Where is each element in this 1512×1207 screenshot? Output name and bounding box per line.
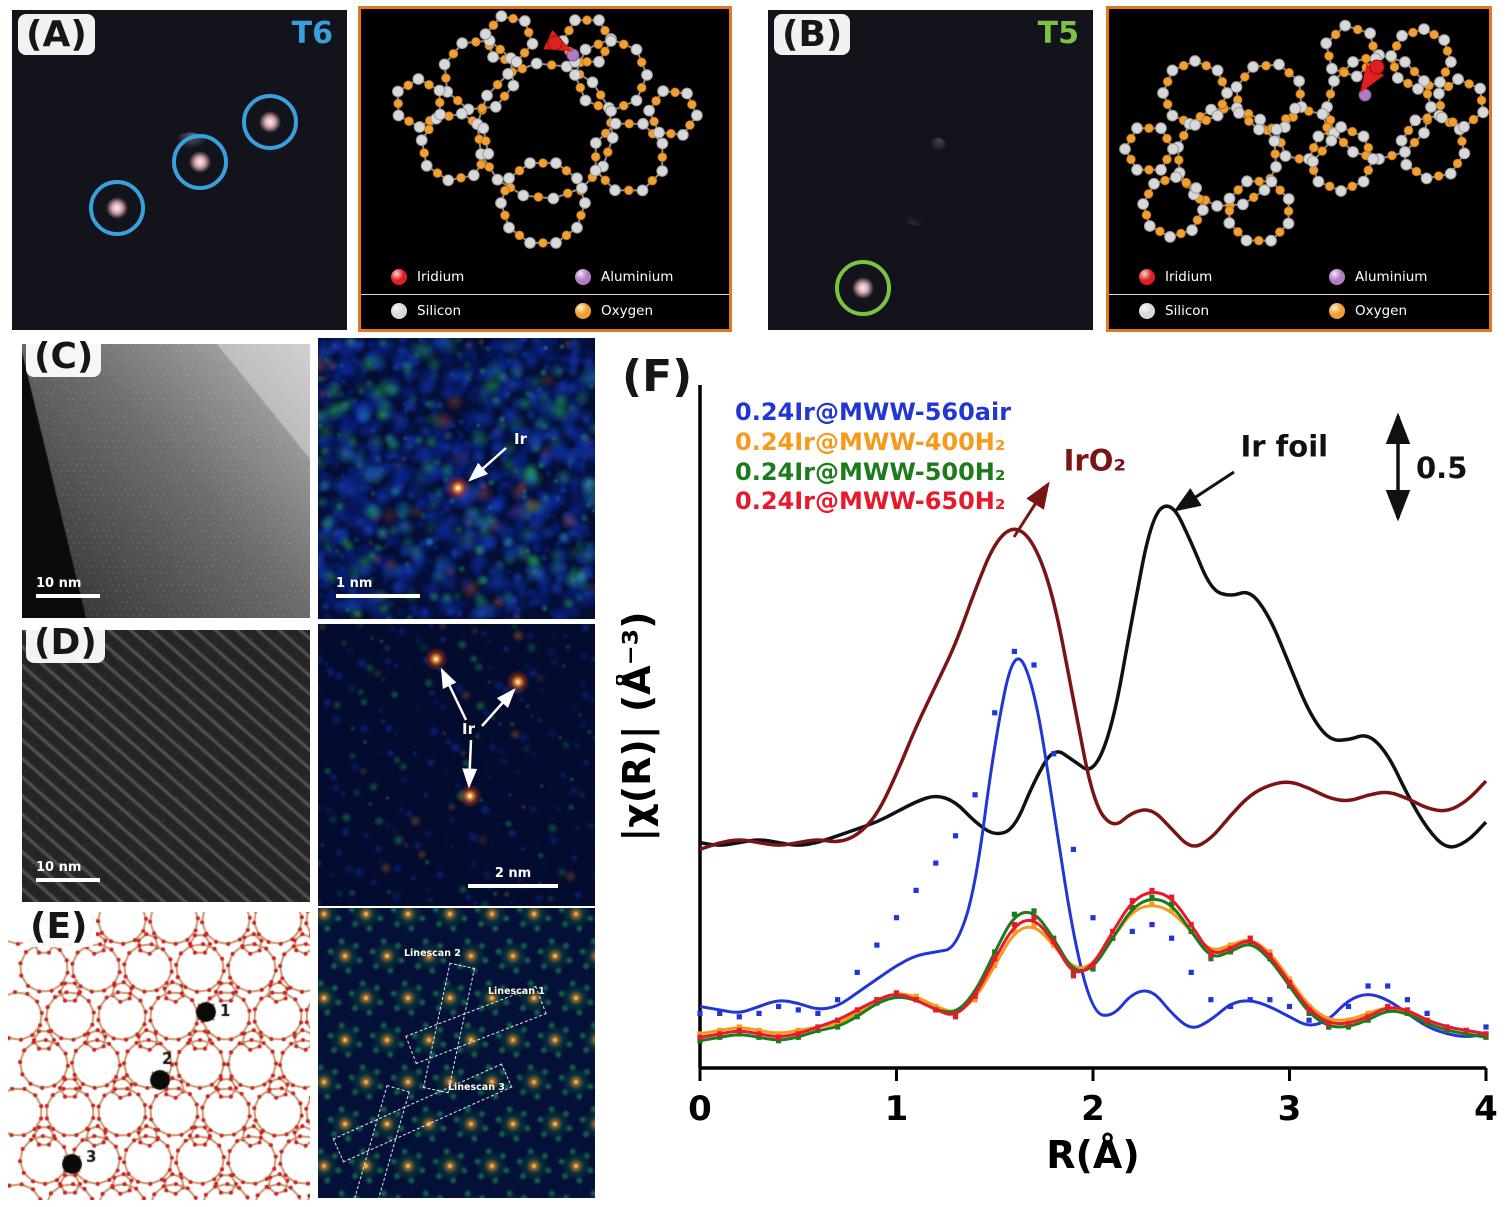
scalebar-d-right-bar [468,884,558,888]
linescan-3-label: Linescan 3 [448,1082,505,1093]
linescan-2-label: Linescan 2 [404,948,461,959]
panel-a-stem-image: T6 [12,10,347,330]
panel-f-label: (F) [622,352,692,403]
legend-oxygen-label: Oxygen [1355,303,1407,319]
panel-c-label: (C) [26,336,101,377]
zeolite-model-b [1109,9,1489,259]
panel-c-stem-image: 10 nm [22,344,310,618]
scalebar-c-right-label: 1 nm [336,576,420,591]
panel-a-model: Iridium Aluminium Silicon Oxygen [358,6,732,332]
legend-aluminium-label: Aluminium [601,269,673,285]
atom-legend-a: Iridium Aluminium Silicon Oxygen [361,259,729,329]
svg-text:3: 3 [1278,1089,1302,1129]
highlight-circle-a3 [242,94,298,150]
legend-oxygen: Oxygen [1299,303,1489,319]
svg-text:2: 2 [1081,1089,1105,1129]
legend-silicon: Silicon [361,303,545,319]
legend-entry-500h2: 0.24Ir@MWW-500H₂ [735,458,1011,488]
panel-e-label: (E) [22,906,96,947]
highlight-circle-a2 [172,134,228,190]
aluminium-sphere-icon [1329,269,1345,285]
panel-a-label: (A) [18,14,95,55]
silicon-sphere-icon [391,303,407,319]
framework-drawing-e [8,912,310,1200]
highlight-circle-a1 [89,180,145,236]
svg-text:1: 1 [885,1089,909,1129]
legend-entry-400h2: 0.24Ir@MWW-400H₂ [735,428,1011,458]
ir-arrow-overlay-d [318,624,595,906]
scalebar-c-left-bar [36,594,100,598]
site-label-t5: T5 [1038,16,1079,51]
legend-aluminium-label: Aluminium [1355,269,1427,285]
legend-iridium-label: Iridium [417,269,464,285]
chart-legend: 0.24Ir@MWW-560air 0.24Ir@MWW-400H₂ 0.24I… [735,398,1011,517]
iridium-sphere-icon [391,269,407,285]
panel-b-stem-image: T5 [768,10,1093,330]
legend-silicon-label: Silicon [1165,303,1209,319]
ir-annotation-c: Ir [514,430,527,448]
legend-aluminium: Aluminium [1299,269,1489,285]
legend-iridium: Iridium [361,269,545,285]
legend-entry-650h2: 0.24Ir@MWW-650H₂ [735,487,1011,517]
ir-arrow-d1 [442,670,466,720]
oxygen-sphere-icon [1329,303,1345,319]
stem-b-canvas [768,10,1093,330]
legend-silicon: Silicon [1109,303,1299,319]
scalebar-c-left: 10 nm [36,576,100,598]
svg-text:4: 4 [1474,1089,1498,1129]
svg-text:0: 0 [688,1089,712,1129]
legend-iridium: Iridium [1109,269,1299,285]
aluminium-sphere-icon [575,269,591,285]
svg-text:0.5: 0.5 [1416,451,1467,485]
scalebar-c-left-label: 10 nm [36,576,100,591]
legend-entry-560air: 0.24Ir@MWW-560air [735,398,1011,428]
scalebar-c-right: 1 nm [336,576,420,598]
legend-aluminium: Aluminium [545,269,729,285]
legend-oxygen: Oxygen [545,303,729,319]
scalebar-d-right: 2 nm [468,866,558,888]
scalebar-d-left-label: 10 nm [36,860,100,875]
panel-e-framework [8,912,310,1200]
iridium-sphere-icon [1139,269,1155,285]
zeolite-model-a [361,9,729,259]
site-label-t6: T6 [292,16,333,51]
svg-text:R(Å): R(Å) [1046,1133,1139,1177]
ir-annotation-d: Ir [462,720,475,738]
svg-text:Ir foil: Ir foil [1240,430,1328,464]
panel-b-label: (B) [774,14,850,55]
svg-text:|χ(R)| (Å⁻³): |χ(R)| (Å⁻³) [616,611,660,841]
silicon-sphere-icon [1139,303,1155,319]
panel-e-simulated-image: Linescan 2 Linescan 1 Linescan 3 [318,908,595,1198]
linescan-1-label: Linescan 1 [488,986,545,997]
panel-c-filtered-image: Ir 1 nm [318,338,595,619]
panel-b-model: Iridium Aluminium Silicon Oxygen [1106,6,1492,332]
scalebar-c-right-bar [336,594,420,598]
scalebar-d-left: 10 nm [36,860,100,882]
panel-d-label: (D) [26,622,105,663]
ir-arrow-d2 [482,690,514,726]
legend-iridium-label: Iridium [1165,269,1212,285]
scalebar-d-left-bar [36,878,100,882]
oxygen-sphere-icon [575,303,591,319]
atom-legend-b: Iridium Aluminium Silicon Oxygen [1109,259,1489,329]
ir-arrow-c [470,448,506,480]
legend-oxygen-label: Oxygen [601,303,653,319]
scalebar-d-right-label: 2 nm [495,866,531,881]
highlight-circle-b1 [835,260,891,316]
legend-silicon-label: Silicon [417,303,461,319]
ir-arrow-d3 [469,740,471,786]
exafs-chart: 0.24Ir@MWW-560air 0.24Ir@MWW-400H₂ 0.24I… [616,352,1512,1203]
panel-d-filtered-image: Ir 2 nm [318,624,595,906]
panel-d-stem-image: 10 nm [22,630,310,902]
svg-text:IrO₂: IrO₂ [1064,443,1126,477]
